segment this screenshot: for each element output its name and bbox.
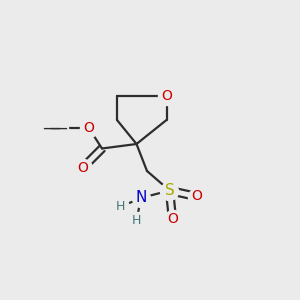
- Text: O: O: [77, 161, 88, 175]
- Text: N: N: [135, 190, 147, 206]
- Text: O: O: [167, 212, 178, 226]
- Text: O: O: [161, 89, 172, 103]
- Text: —: —: [42, 118, 60, 136]
- Text: —: —: [50, 118, 68, 136]
- Text: S: S: [165, 183, 174, 198]
- Text: H: H: [132, 214, 141, 227]
- Text: O: O: [83, 121, 94, 134]
- Text: O: O: [191, 190, 202, 203]
- Text: H: H: [115, 200, 125, 214]
